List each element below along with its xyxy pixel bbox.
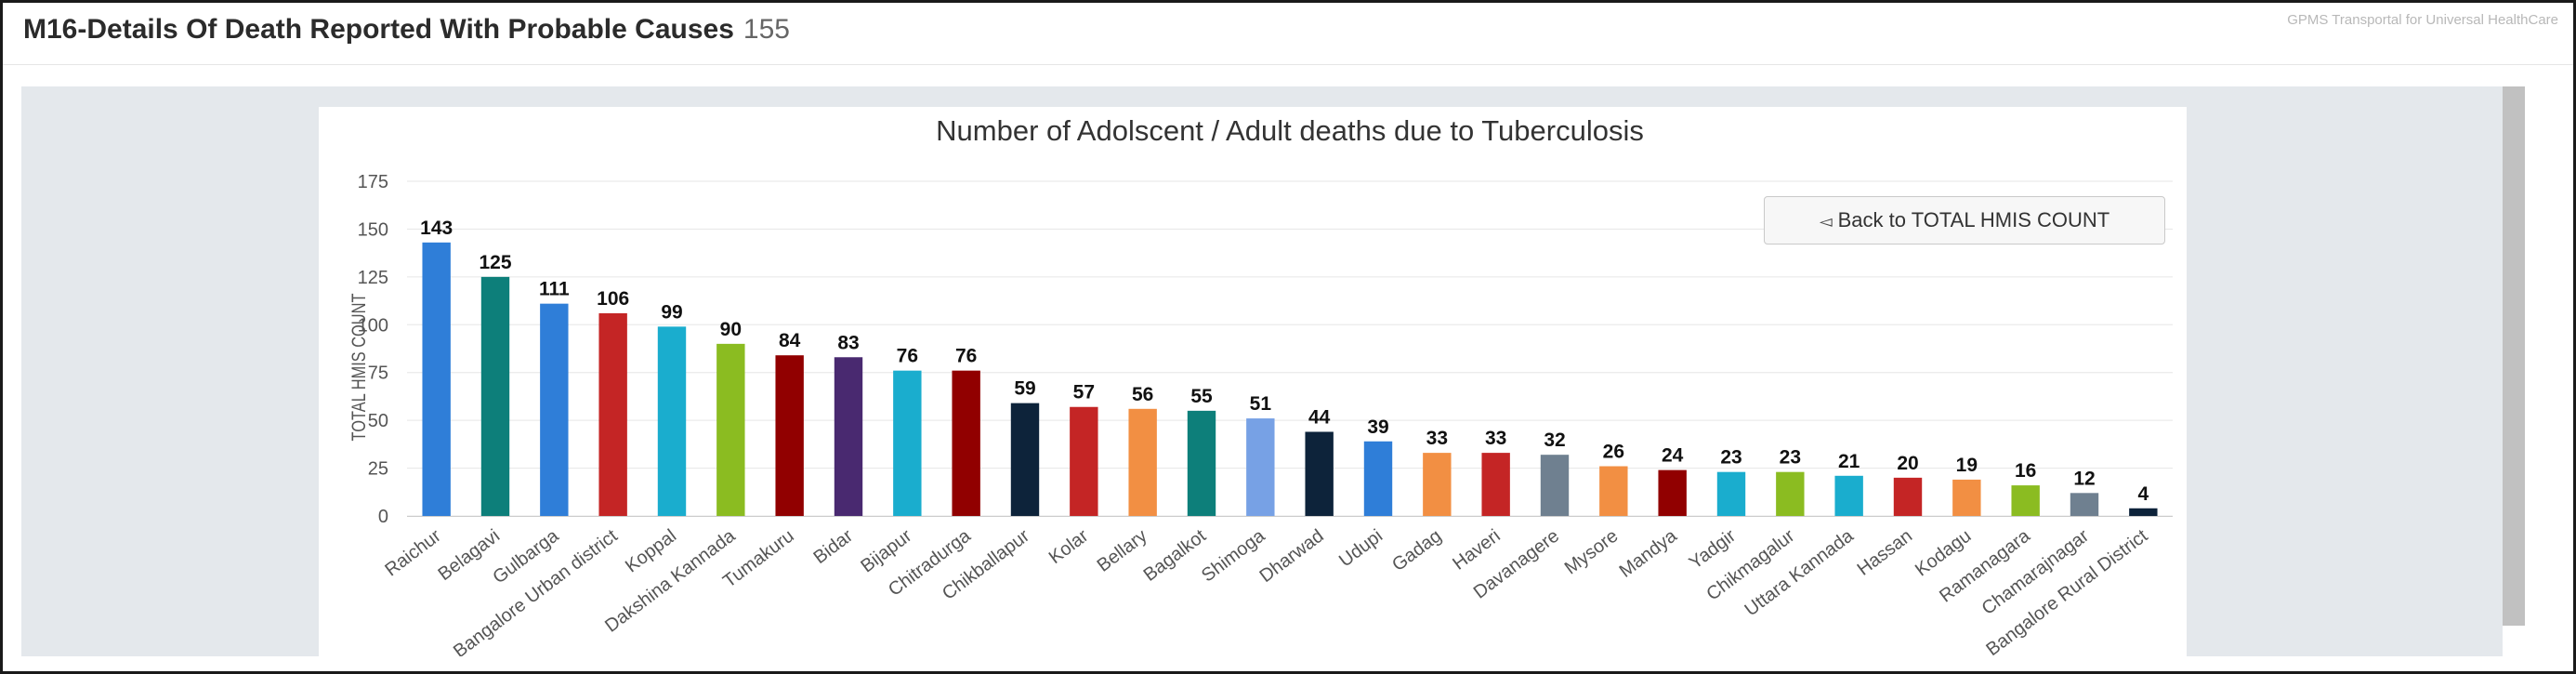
x-tick-label: Raichur (381, 525, 445, 580)
bar (1305, 431, 1334, 516)
record-count: 155 (743, 14, 790, 45)
bar (1187, 410, 1216, 516)
y-tick-label: 50 (368, 411, 388, 431)
bar (422, 242, 451, 516)
bar-value-label: 59 (1014, 378, 1035, 400)
bar-value-label: 125 (479, 252, 511, 273)
bar-value-label: 12 (2073, 468, 2095, 489)
bar-value-label: 26 (1603, 442, 1624, 463)
bar-value-label: 111 (539, 279, 570, 300)
bar-value-label: 76 (955, 346, 977, 367)
bar-value-label: 23 (1780, 447, 1801, 469)
bar-value-label: 106 (597, 288, 629, 310)
bar-value-label: 84 (779, 330, 801, 351)
bar (775, 355, 804, 516)
bar-value-label: 16 (2015, 460, 2036, 482)
bar-value-label: 21 (1838, 451, 1860, 472)
bar-value-label: 143 (420, 218, 453, 239)
bar (952, 370, 980, 516)
back-button-label: Back to TOTAL HMIS COUNT (1837, 208, 2110, 231)
bar (1481, 453, 1510, 516)
vertical-scrollbar[interactable] (2503, 86, 2525, 626)
x-tick-label: Mysore (1561, 525, 1623, 578)
bar-value-label: 51 (1250, 393, 1272, 415)
bar-value-label: 57 (1073, 382, 1095, 403)
bar-value-label: 32 (1544, 430, 1565, 451)
bar-value-label: 76 (897, 346, 918, 367)
chart-title: Number of Adolscent / Adult deaths due t… (936, 114, 1644, 147)
bar (480, 276, 510, 516)
bar-value-label: 83 (837, 332, 859, 353)
bar (1423, 453, 1452, 516)
bar-value-label: 55 (1190, 386, 1213, 407)
left-triangle-icon: ◅ (1819, 212, 1833, 231)
x-tick-label: Bagalkot (1140, 525, 1211, 586)
bar-value-label: 19 (1956, 455, 1978, 476)
y-tick-label: 125 (358, 268, 388, 288)
brand-text: GPMS Transportal for Universal HealthCar… (2287, 12, 2558, 28)
bar-chart: Number of Adolscent / Adult deaths due t… (348, 114, 2173, 656)
bar (1776, 471, 1805, 516)
bar (1070, 406, 1098, 516)
chart-panel: Number of Adolscent / Adult deaths due t… (21, 86, 2525, 656)
y-axis-label: TOTAL HMIS COUNT (348, 293, 369, 441)
page-title-text: M16-Details Of Death Reported With Proba… (23, 14, 734, 45)
bar (1893, 477, 1923, 516)
bar (1010, 403, 1040, 516)
page-title: M16-Details Of Death Reported With Proba… (23, 14, 790, 46)
bar (2011, 485, 2040, 516)
bar-value-label: 33 (1485, 428, 1506, 449)
y-tick-label: 175 (358, 172, 388, 192)
y-tick-label: 25 (368, 459, 388, 480)
back-to-total-button[interactable]: ◅ Back to TOTAL HMIS COUNT (1764, 196, 2165, 244)
bar (2070, 493, 2099, 516)
bar-value-label: 44 (1308, 406, 1331, 428)
bar-value-label: 56 (1132, 384, 1153, 405)
y-tick-label: 150 (358, 219, 388, 240)
bar (1952, 479, 1981, 516)
bar (1540, 455, 1570, 516)
y-tick-label: 100 (358, 315, 388, 336)
bar-value-label: 99 (661, 301, 682, 323)
bar-value-label: 24 (1662, 445, 1684, 467)
bar (540, 303, 569, 516)
page-header: M16-Details Of Death Reported With Proba… (3, 3, 2573, 65)
x-tick-label: Hassan (1854, 525, 1916, 579)
bar (1658, 469, 1687, 516)
bar (893, 370, 922, 516)
bar-value-label: 20 (1897, 453, 1918, 474)
bar (1716, 471, 1746, 516)
x-tick-label: Bidar (809, 525, 857, 568)
x-tick-label: Uttara Kannada (1741, 525, 1859, 620)
x-tick-label: Gadag (1388, 525, 1445, 575)
bar (657, 326, 687, 516)
x-tick-label: Dharwad (1256, 525, 1328, 587)
bar (1246, 418, 1275, 516)
bar-value-label: 23 (1720, 447, 1741, 469)
x-tick-label: Mandya (1616, 525, 1682, 582)
y-tick-label: 75 (368, 363, 388, 384)
bar (1599, 466, 1628, 516)
y-tick-label: 0 (378, 507, 388, 527)
bar (2129, 508, 2158, 516)
bar-value-label: 4 (2137, 483, 2149, 505)
x-tick-label: Udupi (1335, 525, 1387, 571)
bar (1363, 441, 1393, 516)
bar-value-label: 33 (1426, 428, 1448, 449)
bar (716, 343, 745, 516)
bar-value-label: 39 (1367, 416, 1388, 438)
bar (1128, 408, 1157, 516)
bar (1834, 475, 1863, 516)
bar-value-label: 90 (720, 319, 742, 340)
x-tick-label: Shimoga (1198, 525, 1269, 587)
chart-card: Number of Adolscent / Adult deaths due t… (319, 107, 2187, 656)
bar (834, 357, 863, 516)
bar (598, 312, 627, 516)
x-tick-label: Kolar (1045, 525, 1093, 568)
